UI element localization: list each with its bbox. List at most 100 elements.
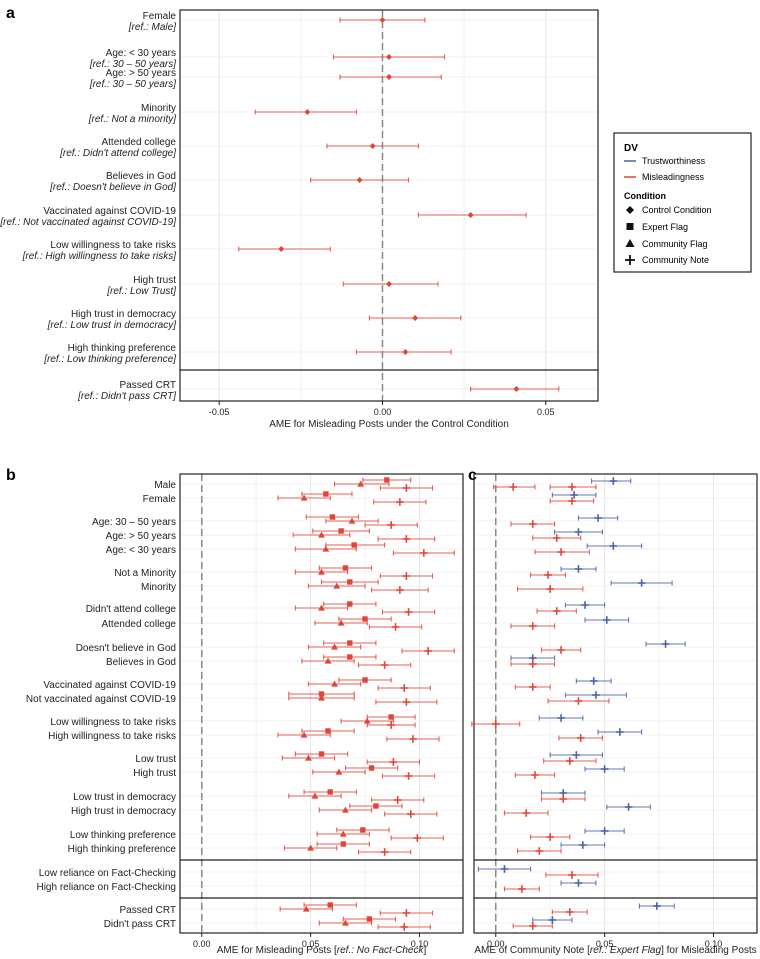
a-plot-frame: [179, 9, 599, 402]
b-row-label: Age: > 50 years: [106, 531, 176, 542]
panel-b-tag: b: [6, 467, 16, 484]
b-point-square: [362, 677, 368, 683]
a-row-label: Passed CRT: [119, 380, 176, 391]
a-row-ref-label: [ref.: Didn't pass CRT]: [77, 391, 176, 402]
b-point-triangle: [311, 792, 319, 799]
b-point-square: [347, 579, 353, 585]
diamond-icon: [626, 206, 634, 214]
a-row-ref-label: [ref.: 30 – 50 years]: [89, 59, 176, 70]
a-row-ref-label: [ref.: Didn't attend college]: [59, 148, 176, 159]
a-point-diamond: [402, 349, 409, 355]
b-row-label: High willingness to take risks: [48, 731, 176, 742]
b-x-axis-label: AME for Misleading Posts [ref.: No Fact-…: [217, 945, 427, 956]
b-row-label: Attended college: [101, 619, 176, 630]
b-row-label: Vaccinated against COVID-19: [43, 680, 176, 691]
legend: DV Trustworthiness Misleadingness Condit…: [613, 132, 752, 273]
b-point-square: [325, 728, 331, 734]
a-row-ref-label: [ref.: Low Trust]: [106, 286, 176, 297]
a-row-ref-label: [ref.: Not a minority]: [88, 114, 176, 125]
c-tick-label: 0.05: [596, 939, 614, 949]
c-plot-frame: [473, 473, 758, 934]
a-row-ref-label: [ref.: High willingness to take risks]: [22, 251, 177, 262]
b-point-triangle: [305, 754, 312, 761]
a-row-ref-label: [ref.: Male]: [128, 22, 176, 33]
b-row-label: High trust in democracy: [71, 806, 176, 817]
b-point-square: [360, 827, 366, 833]
a-tick-label: 0.05: [537, 407, 555, 417]
b-point-triangle: [322, 545, 330, 552]
b-tick-label: 0.05: [302, 939, 320, 949]
b-row-label: Low trust: [135, 754, 176, 765]
a-point-diamond: [412, 315, 419, 321]
b-point-triangle: [342, 919, 349, 926]
b-point-triangle: [318, 604, 325, 611]
square-icon: [626, 223, 634, 230]
c-tick-label: 0.00: [487, 939, 505, 949]
a-tick-label: -0.05: [209, 407, 230, 417]
b-point-square: [347, 601, 353, 607]
b-point-triangle: [331, 643, 338, 650]
legend-dv-title: DV: [624, 143, 638, 154]
b-row-label: High reliance on Fact-Checking: [36, 882, 176, 893]
a-row-label: Female: [143, 11, 177, 22]
b-row-label: Didn't attend college: [86, 604, 177, 615]
b-point-square: [327, 902, 333, 908]
a-row-ref-label: [ref.: Low thinking preference]: [43, 354, 176, 365]
a-row-label: Age: < 30 years: [106, 48, 176, 59]
b-row-label: Low willingness to take risks: [50, 717, 176, 728]
a-point-diamond: [278, 246, 285, 252]
b-row-label: Not a Minority: [114, 568, 176, 579]
b-row-label: Low trust in democracy: [73, 792, 176, 803]
a-row-label: Attended college: [101, 137, 176, 148]
legend-control-label: Control Condition: [642, 205, 712, 215]
b-row-label: High thinking preference: [68, 844, 177, 855]
b-point-triangle: [307, 844, 315, 851]
c-x-axis-label: AME of Community Note [ref.: Expert Flag…: [474, 945, 756, 956]
b-point-square: [342, 565, 349, 571]
b-point-square: [347, 654, 353, 660]
b-point-triangle: [348, 517, 356, 524]
b-point-square: [340, 841, 346, 847]
b-row-label: Low thinking preference: [70, 830, 177, 841]
b-point-triangle: [300, 731, 308, 738]
b-point-triangle: [331, 680, 338, 687]
a-point-diamond: [386, 54, 392, 60]
b-point-square: [338, 528, 344, 534]
a-x-axis-label: AME for Misleading Posts under the Contr…: [269, 419, 509, 430]
a-row-label: High trust: [133, 275, 176, 286]
panel-a-tag: a: [6, 5, 15, 22]
plus-icon: [625, 255, 635, 265]
b-tick-label: 0.10: [411, 939, 429, 949]
a-row-label: High thinking preference: [68, 343, 177, 354]
b-point-triangle: [302, 905, 310, 912]
b-point-square: [368, 765, 375, 771]
b-point-triangle: [318, 694, 325, 701]
a-point-diamond: [379, 17, 386, 23]
a-row-ref-label: [ref.: Low trust in democracy]: [47, 320, 177, 331]
legend-condition-title: Condition: [624, 191, 666, 201]
b-row-label: Passed CRT: [119, 905, 176, 916]
legend-frame: [613, 132, 752, 273]
b-point-triangle: [318, 568, 325, 575]
a-row-label: Vaccinated against COVID-19: [43, 206, 176, 217]
b-point-square: [327, 789, 333, 795]
a-row-ref-label: [ref.: 30 – 50 years]: [89, 79, 176, 90]
a-row-ref-label: [ref.: Doesn't believe in God]: [49, 182, 176, 193]
a-point-diamond: [386, 281, 392, 287]
b-row-label: Didn't pass CRT: [104, 919, 176, 930]
b-point-square: [329, 514, 336, 520]
b-point-triangle: [335, 768, 343, 775]
a-row-label: Minority: [141, 103, 176, 114]
legend-community-flag-label: Community Flag: [642, 239, 708, 249]
a-point-diamond: [369, 143, 376, 149]
b-row-label: Believes in God: [106, 657, 176, 668]
b-row-label: High trust: [133, 768, 176, 779]
b-point-square: [323, 491, 329, 497]
triangle-icon: [625, 239, 635, 247]
b-point-triangle: [318, 531, 325, 538]
b-point-triangle: [333, 582, 341, 589]
c-tick-label: 0.10: [705, 939, 723, 949]
b-plot-frame: [179, 473, 464, 934]
b-point-square: [351, 542, 357, 548]
